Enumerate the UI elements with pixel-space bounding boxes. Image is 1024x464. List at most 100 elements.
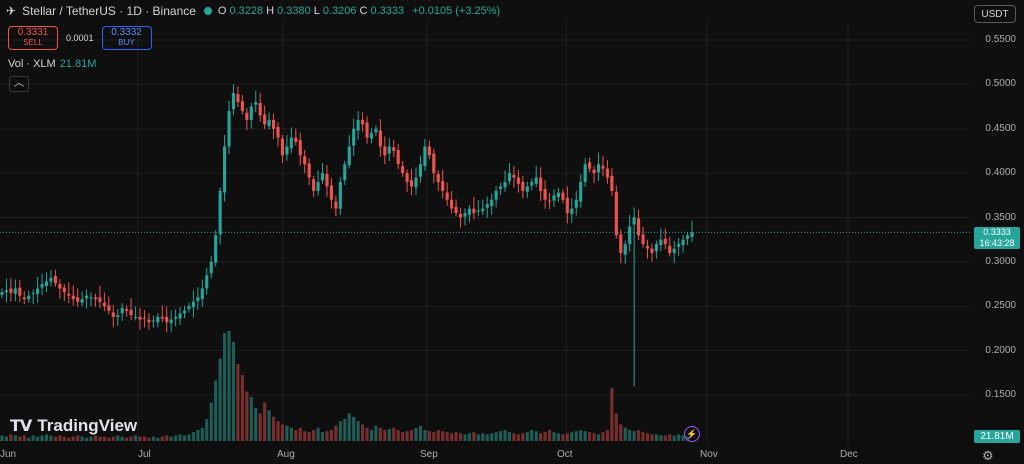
volume-bar: [329, 430, 333, 441]
close-value: 0.3333: [370, 5, 405, 17]
volume-bar: [200, 427, 204, 441]
volume-bar: [458, 433, 463, 441]
volume-legend[interactable]: Vol · XLM 21.81M: [8, 58, 96, 70]
volume-bar: [98, 436, 102, 441]
candle-body: [677, 244, 681, 247]
candle-body: [347, 146, 351, 166]
candle-body: [223, 146, 227, 193]
volume-bar: [125, 437, 129, 441]
tradingview-logo[interactable]: 𝗧𝗩 TradingView: [10, 416, 137, 436]
candle-body: [485, 204, 489, 208]
candle-body: [227, 111, 231, 147]
volume-bar: [409, 430, 414, 441]
candle-body: [378, 130, 382, 147]
volume-bar: [414, 427, 418, 441]
volume-bar: [133, 435, 138, 441]
buy-button[interactable]: 0.3332 BUY: [101, 26, 152, 50]
candle-body: [267, 119, 271, 127]
volume-bar: [178, 434, 182, 441]
candle-body: [76, 297, 80, 302]
candle-body: [93, 297, 98, 300]
volume-bar: [570, 432, 574, 441]
candle-body: [672, 248, 676, 253]
candle-body: [209, 261, 213, 274]
volume-bar: [169, 436, 173, 441]
candle-body: [89, 297, 93, 299]
candle-body: [414, 177, 418, 188]
candle-body: [374, 128, 378, 133]
candle-body: [80, 299, 84, 303]
candle-body: [641, 234, 645, 245]
candle-body: [499, 186, 503, 190]
candle-body: [427, 146, 431, 156]
volume-badge: 21.81M: [974, 430, 1020, 443]
candle-body: [53, 276, 57, 284]
volume-bar: [223, 333, 227, 441]
time-tick-label: Oct: [557, 449, 573, 460]
symbol-header[interactable]: ✈ Stellar / TetherUS · 1D · Binance O 0.3…: [6, 4, 500, 18]
high-key: H: [266, 5, 275, 17]
time-tick-label: Nov: [700, 449, 718, 460]
volume-bar: [614, 413, 618, 441]
candle-body: [36, 288, 40, 294]
candle-body: [320, 173, 325, 181]
symbol-title[interactable]: Stellar / TetherUS · 1D · Binance: [22, 4, 196, 18]
candle-body: [307, 163, 311, 178]
sell-button[interactable]: 0.3331 SELL: [8, 26, 58, 50]
candle-body: [401, 166, 405, 174]
volume-bar: [512, 433, 516, 441]
volume-bar: [280, 424, 285, 441]
candle-body: [472, 208, 476, 214]
candle-body: [40, 284, 44, 288]
candle-body: [240, 101, 244, 111]
sell-price: 0.3331: [17, 27, 49, 38]
candle-body: [512, 174, 516, 178]
candle-body: [214, 235, 218, 263]
volume-bar: [312, 430, 316, 441]
volume-bar: [521, 433, 525, 441]
volume-bar: [672, 435, 676, 441]
price-tick-label: 0.5500: [985, 34, 1016, 45]
volume-bar: [107, 437, 111, 441]
gear-icon[interactable]: ⚙: [982, 448, 994, 463]
candle-body: [458, 213, 463, 218]
chevron-up-icon[interactable]: ︿: [9, 76, 29, 92]
candle-body: [490, 199, 494, 206]
volume-bar: [668, 434, 672, 441]
candle-body: [387, 146, 391, 154]
volume-bar: [249, 397, 253, 441]
volume-bar: [245, 391, 249, 441]
candle-body: [579, 182, 583, 202]
volume-bar: [619, 424, 623, 441]
volume-bar: [209, 402, 213, 441]
volume-bar: [80, 436, 84, 441]
candle-body: [681, 239, 685, 246]
volume-bar: [401, 432, 405, 441]
candle-body: [525, 186, 529, 192]
volume-bar: [579, 430, 583, 441]
candle-body: [236, 94, 240, 103]
volume-bar: [556, 433, 561, 441]
candle-body: [574, 199, 578, 208]
volume-bar: [303, 431, 307, 441]
volume-bar: [383, 430, 387, 441]
currency-button[interactable]: USDT: [974, 5, 1016, 23]
candle-body: [547, 200, 552, 202]
volume-bar: [231, 342, 236, 441]
volume-bar: [254, 408, 258, 441]
candle-body: [396, 150, 400, 165]
candle-body: [352, 128, 356, 146]
volume-bar: [592, 433, 596, 441]
volume-bar: [552, 432, 556, 441]
candle-body: [405, 173, 409, 182]
candle-body: [623, 244, 627, 255]
volume-bar: [454, 432, 458, 441]
volume-bar: [31, 435, 35, 441]
logo-text: TradingView: [37, 416, 138, 435]
time-tick-label: Sep: [420, 449, 438, 460]
volume-bar: [369, 430, 374, 441]
volume-bar: [160, 436, 164, 441]
lightning-icon[interactable]: ⚡: [684, 426, 700, 442]
candle-body: [654, 244, 658, 252]
